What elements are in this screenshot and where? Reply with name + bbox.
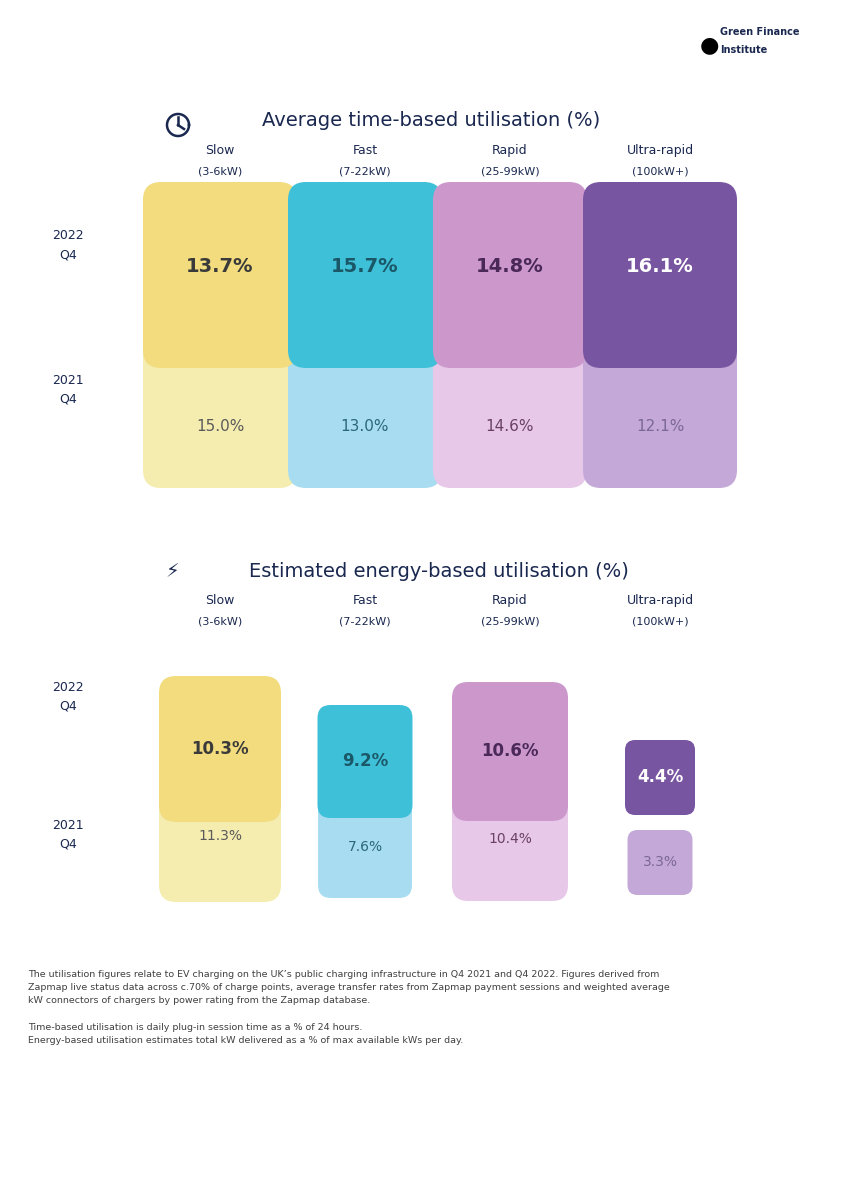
Text: 2022
Q4: 2022 Q4 xyxy=(52,680,84,713)
FancyBboxPatch shape xyxy=(583,182,737,368)
Text: ⚡: ⚡ xyxy=(789,1121,811,1150)
FancyBboxPatch shape xyxy=(627,830,692,895)
Text: Time-based utilisation is daily plug-in session time as a % of 24 hours.
Energy-: Time-based utilisation is daily plug-in … xyxy=(28,1022,463,1045)
Text: 4.4%: 4.4% xyxy=(637,768,683,786)
Text: 10.6%: 10.6% xyxy=(482,743,539,761)
Text: ⚡: ⚡ xyxy=(8,1121,29,1150)
FancyBboxPatch shape xyxy=(452,778,568,901)
Text: ⚡: ⚡ xyxy=(33,1163,51,1187)
Text: Institute: Institute xyxy=(720,44,767,55)
Text: Green Finance: Green Finance xyxy=(720,26,800,37)
Text: ⚡: ⚡ xyxy=(815,1163,833,1187)
Text: (25-99kW): (25-99kW) xyxy=(481,617,540,626)
Text: The utilisation figures relate to EV charging on the UK’s public charging infras: The utilisation figures relate to EV cha… xyxy=(28,970,669,1004)
Text: Slow: Slow xyxy=(205,594,235,607)
Text: ●: ● xyxy=(700,35,719,55)
Text: (100kW+): (100kW+) xyxy=(632,617,688,626)
Text: Slow: Slow xyxy=(205,144,235,157)
FancyBboxPatch shape xyxy=(317,704,413,818)
Text: 2022
Q4: 2022 Q4 xyxy=(52,229,84,260)
Text: (3-6kW): (3-6kW) xyxy=(198,167,242,176)
Text: Contact the Insights team at Zapmap if you'd like to discuss how: Contact the Insights team at Zapmap if y… xyxy=(172,1128,670,1142)
FancyBboxPatch shape xyxy=(159,676,281,822)
Text: Fast: Fast xyxy=(353,594,377,607)
FancyBboxPatch shape xyxy=(159,770,281,902)
Text: 15.7%: 15.7% xyxy=(331,258,399,276)
Text: 13.0%: 13.0% xyxy=(341,420,389,434)
FancyBboxPatch shape xyxy=(288,182,442,368)
Text: 3.3%: 3.3% xyxy=(642,856,678,870)
FancyBboxPatch shape xyxy=(318,797,412,898)
Text: (3-6kW): (3-6kW) xyxy=(198,617,242,626)
Text: Rapid: Rapid xyxy=(493,144,528,157)
FancyBboxPatch shape xyxy=(143,322,297,488)
Text: Average time-based utilisation (%): Average time-based utilisation (%) xyxy=(262,110,600,130)
Text: 10.3%: 10.3% xyxy=(191,740,249,758)
Text: (7-22kW): (7-22kW) xyxy=(339,617,391,626)
Text: 12.1%: 12.1% xyxy=(636,420,685,434)
FancyBboxPatch shape xyxy=(143,182,297,368)
FancyBboxPatch shape xyxy=(583,322,737,488)
Text: Ultra-rapid: Ultra-rapid xyxy=(626,594,694,607)
Text: 11.3%: 11.3% xyxy=(198,829,242,844)
Text: utilisation data can help your business: insights@zap-map.com: utilisation data can help your business:… xyxy=(179,1152,663,1168)
FancyBboxPatch shape xyxy=(433,182,587,368)
FancyBboxPatch shape xyxy=(625,740,695,815)
Text: 2021
Q4: 2021 Q4 xyxy=(52,374,84,406)
Text: (100kW+): (100kW+) xyxy=(632,167,688,176)
Text: (25-99kW): (25-99kW) xyxy=(481,167,540,176)
FancyBboxPatch shape xyxy=(288,322,442,488)
Text: 16.1%: 16.1% xyxy=(626,258,694,276)
Text: ⚡: ⚡ xyxy=(165,563,179,582)
Text: EV charging utilisation insights: EV charging utilisation insights xyxy=(30,32,438,58)
Text: ⚡ zapmap: ⚡ zapmap xyxy=(530,26,628,44)
Text: 15.0%: 15.0% xyxy=(196,420,244,434)
FancyBboxPatch shape xyxy=(452,682,568,821)
FancyBboxPatch shape xyxy=(433,322,587,488)
Text: Fast: Fast xyxy=(353,144,377,157)
Text: Estimated energy-based utilisation (%): Estimated energy-based utilisation (%) xyxy=(249,563,629,582)
Text: Rapid: Rapid xyxy=(493,594,528,607)
Text: (7-22kW): (7-22kW) xyxy=(339,167,391,176)
Text: Ultra-rapid: Ultra-rapid xyxy=(626,144,694,157)
Text: 9.2%: 9.2% xyxy=(342,752,388,770)
Text: I N S I G H T S: I N S I G H T S xyxy=(557,54,610,62)
Text: 7.6%: 7.6% xyxy=(348,840,382,854)
Text: 13.7%: 13.7% xyxy=(186,258,253,276)
Text: 2021
Q4: 2021 Q4 xyxy=(52,818,84,851)
Text: 14.8%: 14.8% xyxy=(476,258,544,276)
Text: 10.4%: 10.4% xyxy=(488,832,532,846)
FancyBboxPatch shape xyxy=(687,7,833,83)
Text: 14.6%: 14.6% xyxy=(486,420,535,434)
